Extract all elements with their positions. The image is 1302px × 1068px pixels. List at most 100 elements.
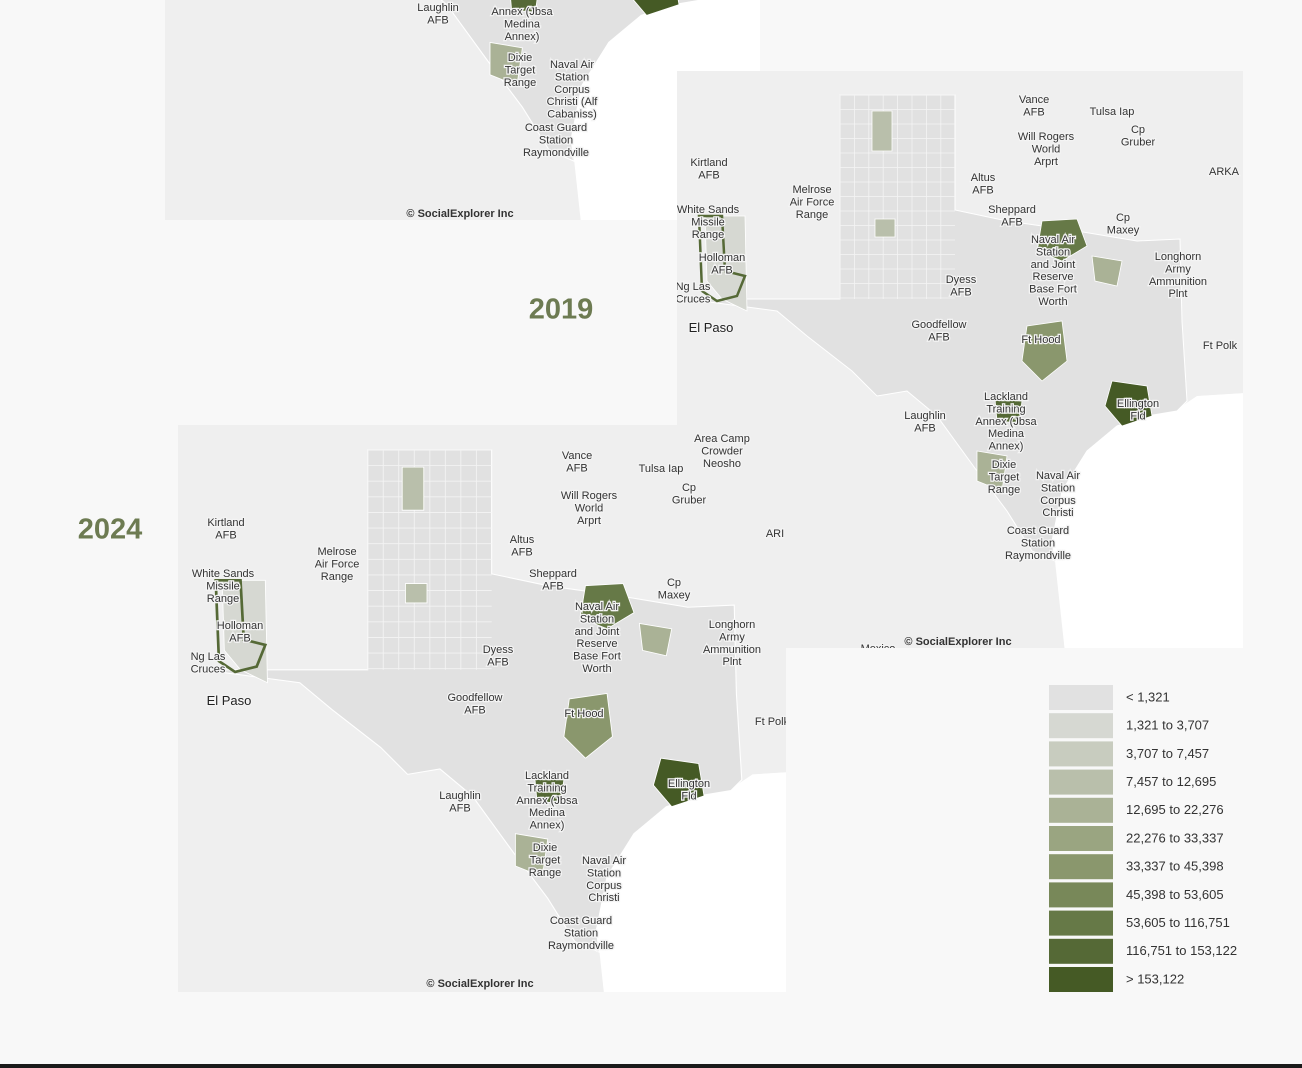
place-label-line: Corpus xyxy=(586,880,622,892)
place-label-line: AFB xyxy=(950,286,971,298)
place-label: Ng Las Cruces xyxy=(676,281,711,305)
legend-label: 3,707 to 7,457 xyxy=(1126,746,1209,761)
place-label-line: Longhorn xyxy=(709,619,756,631)
place-label-line: Cp xyxy=(682,482,696,494)
legend-label: < 1,321 xyxy=(1126,689,1170,704)
place-label-line: Station xyxy=(564,927,598,939)
place-label-line: Laughlin xyxy=(904,410,946,422)
place-label: Lackland Training Annex (Jbsa Medina Annex) xyxy=(975,391,1037,453)
place-label-line: AFB xyxy=(487,656,508,668)
county-patch xyxy=(221,579,268,684)
legend-label: 53,605 to 116,751 xyxy=(1126,915,1230,930)
place-label-line: Annex (Jbsa xyxy=(491,6,553,18)
place-label-line: Laughlin xyxy=(417,2,459,14)
legend-swatch xyxy=(1049,826,1113,851)
place-label-line: Laughlin xyxy=(439,790,481,802)
county-patch xyxy=(405,583,428,604)
place-label-line: Medina xyxy=(529,807,566,819)
place-label-line: Naval Air xyxy=(1031,234,1075,246)
place-label: El Paso xyxy=(207,693,252,708)
legend-swatch xyxy=(1049,967,1113,992)
place-label: Cp Gruber xyxy=(1121,124,1156,148)
place-label-line: Target xyxy=(530,854,561,866)
place-label-line: AFB xyxy=(711,264,732,276)
legend-label: 22,276 to 33,337 xyxy=(1126,830,1224,845)
place-label-line: Ft Polk xyxy=(1203,340,1238,352)
place-label: Naval Air Station and Joint Reserve Base For… xyxy=(1029,234,1077,308)
county-patch xyxy=(994,398,1023,424)
place-label: Will Rogers World Arprt xyxy=(561,490,618,527)
place-label: Laughlin AFB xyxy=(904,410,946,434)
legend-swatch xyxy=(1049,797,1113,823)
county-patch xyxy=(510,0,538,13)
place-label-line: Worth xyxy=(582,663,611,675)
place-label-line: Training xyxy=(527,782,566,794)
place-label-line: Dixie xyxy=(533,842,557,854)
place-label-line: Christi xyxy=(1042,507,1073,519)
place-label-line: Annex) xyxy=(989,441,1024,453)
place-label-line: Lackland xyxy=(984,391,1028,403)
place-label: Kirtland AFB xyxy=(207,517,244,541)
place-label-line: Annex (Jbsa xyxy=(516,795,578,807)
place-label-line: Will Rogers xyxy=(1018,131,1075,143)
gulf xyxy=(596,772,786,992)
place-label-line: Training xyxy=(986,403,1025,415)
place-label-line: Base Fort xyxy=(573,651,621,663)
place-label: Dyess AFB xyxy=(946,274,977,298)
place-label: ARKA xyxy=(1209,166,1240,178)
legend-label: 116,751 to 153,122 xyxy=(1126,943,1237,958)
place-label: Tulsa Iap xyxy=(639,463,684,475)
map-credit: © SocialExplorer Inc xyxy=(904,636,1011,648)
place-label-line: Annex) xyxy=(505,31,540,43)
place-label-line: AFB xyxy=(1001,216,1022,228)
place-label-line: Reserve xyxy=(577,638,618,650)
texas xyxy=(202,449,743,954)
place-label: Laughlin AFB xyxy=(417,2,459,26)
map-credit: © SocialExplorer Inc xyxy=(406,208,513,220)
legend-swatch xyxy=(1049,741,1113,767)
place-label-line: Goodfellow xyxy=(911,319,966,331)
legend-swatch xyxy=(1049,685,1113,710)
place-label-line: AFB xyxy=(464,704,485,716)
place-label-line: Range xyxy=(321,571,353,583)
county-patch xyxy=(401,466,425,511)
place-label-line: Air Force xyxy=(315,558,360,570)
place-label-line: ARI xyxy=(766,528,784,540)
legend-swatch xyxy=(1049,882,1113,908)
place-label-line: Tulsa Iap xyxy=(1090,106,1135,118)
map-credit: © SocialExplorer Inc xyxy=(426,978,533,990)
place-label-line: Coast Guard xyxy=(525,122,587,134)
texas xyxy=(440,0,705,163)
place-label-line: Range xyxy=(692,229,724,241)
place-label-line: Annex) xyxy=(530,820,565,832)
place-label-line: Station xyxy=(539,134,573,146)
place-label: Area Camp Crowder Neosho xyxy=(694,433,750,470)
place-label-line: Station xyxy=(587,867,621,879)
place-label: Annex (Jbsa Medina Annex) xyxy=(491,6,553,43)
county-patch xyxy=(638,622,673,657)
map-shapes xyxy=(686,94,1243,648)
gulf xyxy=(1052,393,1243,648)
place-label-line: World xyxy=(1032,143,1061,155)
place-label-line: Altus xyxy=(510,534,535,546)
place-label-line: Mexico xyxy=(861,643,896,655)
place-label-line: Arprt xyxy=(1034,156,1058,168)
place-label-line: Christi xyxy=(588,892,619,904)
place-label: Ft Polk xyxy=(1203,340,1238,352)
legend-label: 7,457 to 12,695 xyxy=(1126,774,1216,789)
county-patch xyxy=(1091,255,1123,287)
place-label: ARI xyxy=(766,528,784,540)
place-label-line: Dixie xyxy=(508,52,532,64)
year-label: 2024 xyxy=(78,514,143,546)
place-label-line: Ft Hood xyxy=(1021,334,1060,346)
place-label-line: Cruces xyxy=(676,293,711,305)
place-label-line: Worth xyxy=(1038,296,1067,308)
base-outline xyxy=(214,578,268,674)
place-label-line: Station xyxy=(580,613,614,625)
place-label: Dixie Target Range xyxy=(529,842,561,879)
place-label-line: Neosho xyxy=(703,458,741,470)
place-label-line: Naval Air xyxy=(575,601,619,613)
place-label-line: Goodfellow xyxy=(447,692,502,704)
